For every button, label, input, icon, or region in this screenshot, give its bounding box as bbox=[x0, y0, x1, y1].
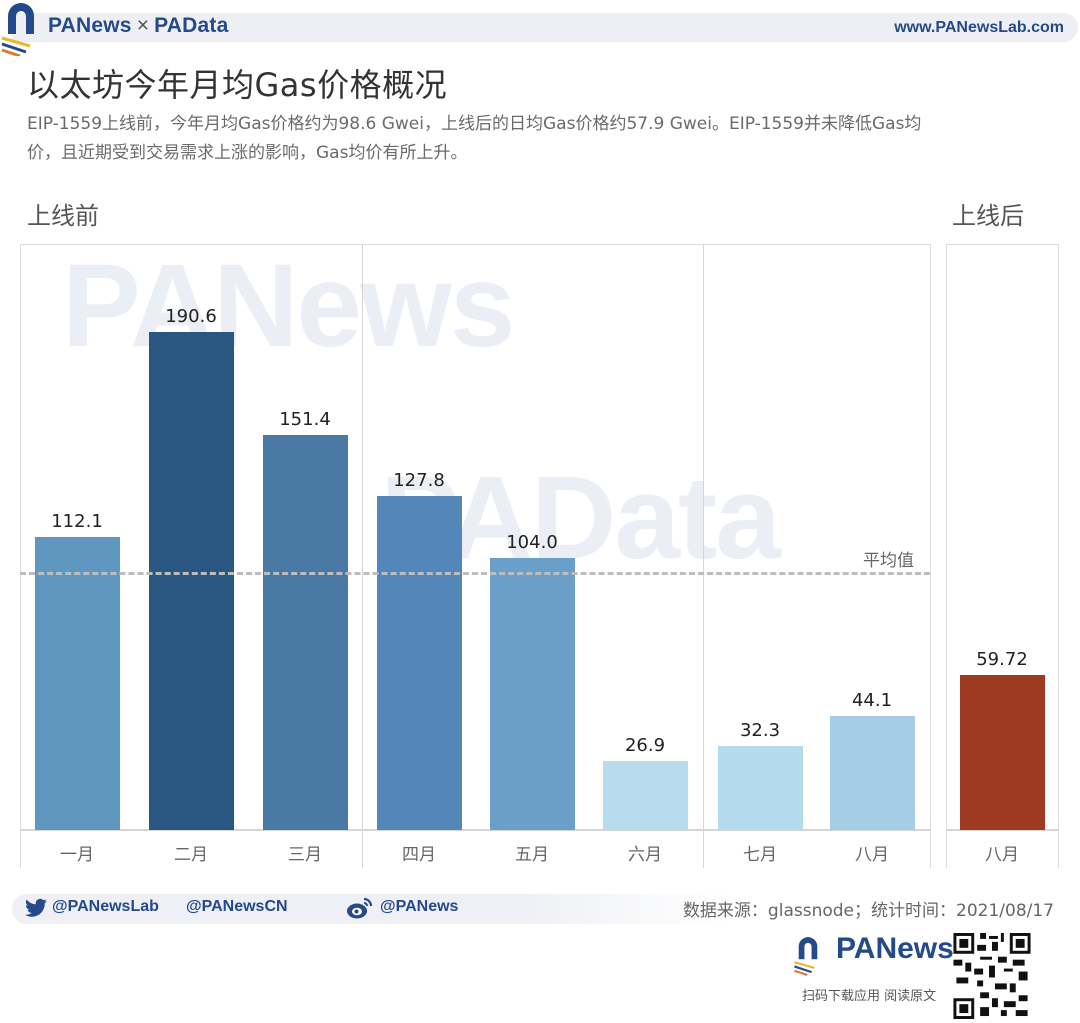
bar-jan[interactable] bbox=[35, 537, 120, 830]
xlabel-aug-after: 八月 bbox=[985, 845, 1019, 865]
x-axis-before bbox=[20, 829, 931, 831]
data-source: 数据来源：glassnode；统计时间：2021/08/17 bbox=[682, 901, 1054, 921]
bar-mar[interactable] bbox=[263, 435, 348, 830]
bar-may[interactable] bbox=[490, 558, 575, 830]
bar-value-may: 104.0 bbox=[506, 532, 558, 553]
chart-subtitle: EIP-1559上线前，今年月均Gas价格约为98.6 Gwei，上线后的日均G… bbox=[27, 114, 922, 163]
bar-value-jul: 32.3 bbox=[739, 720, 781, 741]
xlabel-apr: 四月 bbox=[402, 845, 436, 865]
xlabel-aug-before: 八月 bbox=[855, 845, 889, 865]
bar-value-jan: 112.1 bbox=[51, 511, 103, 532]
bar-jun[interactable] bbox=[603, 761, 688, 830]
panews-logo-icon bbox=[1, 3, 34, 56]
brand-title: PANews × PAData bbox=[48, 14, 229, 38]
footer-app-logo: PANews bbox=[836, 932, 954, 965]
footer-app-caption: 扫码下载应用 阅读原文 bbox=[802, 989, 937, 1004]
website-link[interactable]: www.PANewsLab.com bbox=[894, 19, 1064, 36]
xlabel-jul: 七月 bbox=[743, 845, 777, 865]
twitter-icon bbox=[25, 898, 47, 917]
bar-value-apr: 127.8 bbox=[393, 470, 445, 491]
twitter-handle-lab[interactable]: @PANewsLab bbox=[52, 898, 159, 915]
quarter-divider bbox=[362, 244, 363, 868]
xlabel-may: 五月 bbox=[515, 845, 549, 865]
average-line bbox=[20, 572, 930, 575]
bar-value-feb: 190.6 bbox=[165, 306, 217, 327]
weibo-handle[interactable]: @PANews bbox=[380, 898, 459, 915]
section-label-after: 上线后 bbox=[952, 202, 1024, 230]
bar-jul[interactable] bbox=[718, 746, 803, 830]
qr-code-icon[interactable] bbox=[953, 933, 1031, 1019]
panews-footer-logo-icon bbox=[794, 937, 818, 976]
brand-padata: PAData bbox=[154, 14, 229, 37]
brand-separator: × bbox=[136, 14, 150, 37]
bar-value-jun: 26.9 bbox=[624, 735, 666, 756]
section-label-before: 上线前 bbox=[27, 202, 99, 230]
average-label: 平均值 bbox=[863, 551, 914, 571]
social-bar bbox=[12, 894, 732, 924]
bar-aug-before[interactable] bbox=[830, 716, 915, 830]
bar-value-aug-after: 59.72 bbox=[976, 649, 1028, 670]
panel-before bbox=[20, 244, 931, 868]
header-bar bbox=[12, 13, 1078, 42]
bar-aug-after[interactable] bbox=[960, 675, 1045, 830]
bar-apr[interactable] bbox=[377, 496, 462, 830]
weibo-icon bbox=[347, 897, 373, 919]
chart-title: 以太坊今年月均Gas价格概况 bbox=[27, 66, 448, 104]
xlabel-feb: 二月 bbox=[174, 845, 208, 865]
quarter-divider bbox=[703, 244, 704, 868]
bar-value-mar: 151.4 bbox=[279, 409, 331, 430]
xlabel-mar: 三月 bbox=[288, 845, 322, 865]
xlabel-jan: 一月 bbox=[60, 845, 94, 865]
twitter-handle-cn[interactable]: @PANewsCN bbox=[186, 898, 288, 915]
brand-panews: PANews bbox=[48, 14, 132, 37]
panel-after bbox=[946, 244, 1059, 868]
bar-feb[interactable] bbox=[149, 332, 234, 830]
bar-value-aug-before: 44.1 bbox=[851, 690, 893, 711]
xlabel-jun: 六月 bbox=[628, 845, 662, 865]
